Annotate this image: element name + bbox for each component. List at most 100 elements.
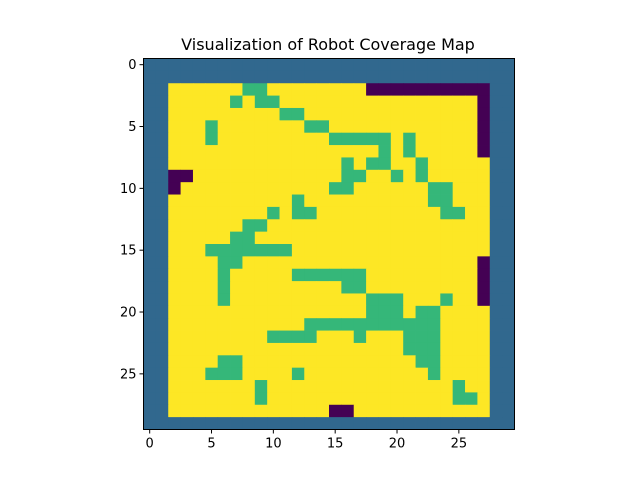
heatmap-cell: [267, 132, 280, 146]
heatmap-cell: [366, 355, 379, 369]
heatmap-cell: [242, 367, 256, 381]
heatmap-cell: [390, 219, 404, 233]
heatmap-cell: [452, 231, 466, 245]
heatmap-cell: [242, 194, 256, 208]
heatmap-cell: [217, 95, 231, 109]
heatmap-cell: [168, 305, 181, 319]
heatmap-cell: [279, 392, 293, 406]
heatmap-cell: [291, 70, 305, 84]
heatmap-cell: [390, 330, 404, 344]
heatmap-cell: [477, 367, 491, 381]
heatmap-cell: [440, 293, 454, 307]
heatmap-cell: [279, 318, 293, 331]
x-tick-label: 25: [451, 437, 468, 452]
heatmap-cell: [180, 256, 194, 270]
heatmap-cell: [279, 157, 293, 171]
heatmap-cell: [440, 404, 454, 418]
heatmap-cell: [155, 392, 169, 406]
y-axis: 0 5 10 15 20 25: [120, 58, 144, 382]
heatmap-cell: [230, 219, 243, 233]
heatmap-cell: [353, 318, 367, 331]
heatmap-cell: [477, 194, 491, 208]
heatmap-cell: [329, 83, 342, 96]
heatmap-cell: [279, 367, 293, 381]
heatmap-cell: [341, 281, 355, 294]
heatmap-cell: [427, 58, 441, 72]
heatmap-cell: [242, 145, 256, 158]
heatmap-cell: [143, 305, 157, 319]
heatmap-cell: [403, 268, 416, 282]
heatmap-cell: [143, 206, 157, 220]
heatmap-cell: [477, 231, 491, 245]
heatmap-cell: [254, 342, 268, 356]
heatmap-cell: [242, 169, 256, 183]
heatmap-cell: [366, 305, 379, 319]
heatmap-cell: [403, 132, 416, 146]
heatmap-cell: [180, 157, 194, 171]
heatmap-cell: [440, 367, 454, 381]
heatmap-cell: [267, 95, 280, 109]
heatmap-cell: [452, 83, 466, 96]
heatmap-cell: [452, 169, 466, 183]
heatmap-cell: [143, 244, 157, 257]
heatmap-cell: [155, 107, 169, 121]
heatmap-cell: [279, 206, 293, 220]
heatmap-cell: [378, 318, 392, 331]
heatmap-cell: [304, 293, 318, 307]
heatmap-cell: [378, 206, 392, 220]
heatmap-cell: [390, 169, 404, 183]
heatmap-cell: [205, 206, 219, 220]
heatmap-cell: [168, 380, 181, 393]
heatmap-cell: [304, 58, 318, 72]
heatmap-cell: [205, 342, 219, 356]
heatmap-cell: [168, 330, 181, 344]
heatmap-cell: [254, 182, 268, 195]
heatmap-cell: [217, 157, 231, 171]
heatmap-cell: [279, 107, 293, 121]
heatmap-cell: [366, 206, 379, 220]
heatmap-cell: [477, 58, 491, 72]
heatmap-cell: [465, 318, 478, 331]
heatmap-cell: [230, 244, 243, 257]
heatmap-cell: [489, 182, 503, 195]
heatmap-cell: [502, 219, 515, 233]
heatmap-cell: [403, 219, 416, 233]
heatmap-cell: [415, 219, 429, 233]
heatmap-cell: [180, 107, 194, 121]
heatmap-cell: [366, 169, 379, 183]
heatmap-cell: [180, 70, 194, 84]
heatmap-cell: [341, 244, 355, 257]
heatmap-cell: [291, 120, 305, 134]
heatmap-cell: [440, 107, 454, 121]
heatmap-cell: [143, 231, 157, 245]
heatmap-cell: [427, 293, 441, 307]
heatmap-cell: [477, 219, 491, 233]
heatmap-cell: [329, 392, 342, 406]
heatmap-cell: [217, 281, 231, 294]
heatmap-cell: [403, 145, 416, 158]
heatmap-cell: [489, 305, 503, 319]
heatmap-cell: [143, 380, 157, 393]
heatmap-cell: [205, 256, 219, 270]
heatmap-cell: [155, 132, 169, 146]
heatmap-cell: [291, 268, 305, 282]
heatmap-cell: [489, 404, 503, 418]
heatmap-cell: [427, 206, 441, 220]
heatmap-cell: [415, 281, 429, 294]
heatmap-cell: [403, 417, 416, 430]
heatmap-cell: [279, 95, 293, 109]
heatmap-cell: [192, 182, 206, 195]
heatmap-cell: [242, 380, 256, 393]
heatmap-cell: [452, 293, 466, 307]
heatmap-cell: [291, 206, 305, 220]
plot-frame: [143, 58, 515, 430]
heatmap-cell: [366, 330, 379, 344]
heatmap-cell: [390, 342, 404, 356]
heatmap-cell: [217, 256, 231, 270]
heatmap-cell: [415, 318, 429, 331]
heatmap-cell: [477, 169, 491, 183]
heatmap-cell: [155, 120, 169, 134]
heatmap-cell: [155, 145, 169, 158]
heatmap-cell: [502, 281, 515, 294]
